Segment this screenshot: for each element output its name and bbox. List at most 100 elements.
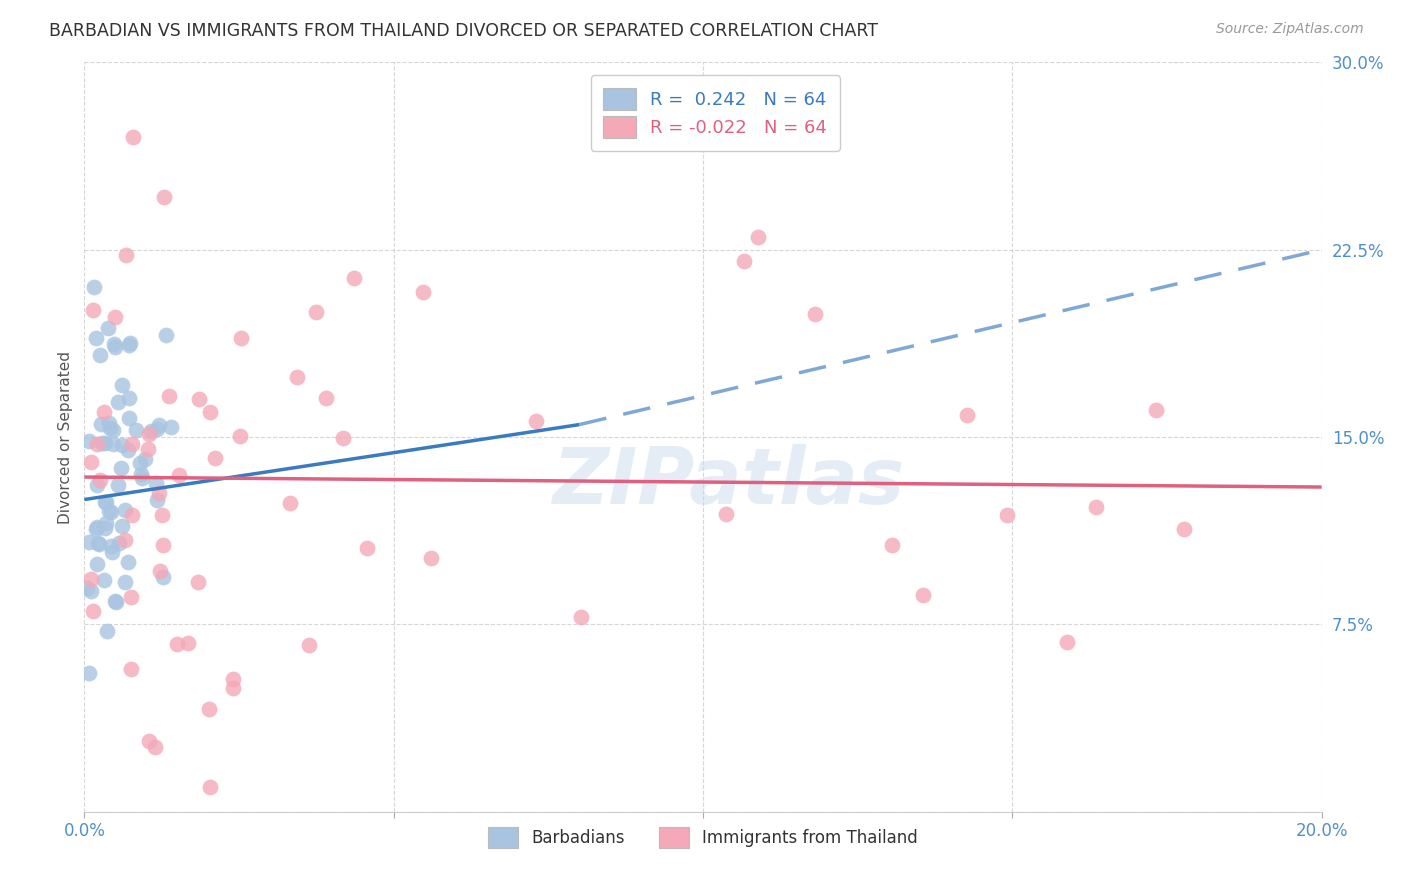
- Point: [125, 423, 148, 437]
- Point: [1085, 500, 1108, 514]
- Point: [76, 581, 98, 595]
- Point: [114, 533, 136, 547]
- Text: Source: ZipAtlas.com: Source: ZipAtlas.com: [1216, 22, 1364, 37]
- Point: [665, 136, 688, 150]
- Point: [145, 475, 167, 490]
- Point: [96, 494, 118, 508]
- Point: [157, 389, 180, 403]
- Point: [222, 681, 245, 695]
- Point: [114, 575, 136, 590]
- Point: [101, 437, 124, 451]
- Point: [104, 310, 127, 325]
- Point: [1144, 402, 1167, 417]
- Point: [804, 307, 827, 321]
- Point: [138, 426, 160, 441]
- Point: [94, 495, 117, 509]
- Point: [79, 572, 101, 586]
- Point: [96, 624, 118, 638]
- Point: [166, 637, 188, 651]
- Point: [167, 467, 190, 482]
- Point: [134, 451, 156, 466]
- Point: [117, 392, 139, 406]
- Point: [285, 369, 308, 384]
- Point: [150, 508, 173, 523]
- Point: [956, 408, 979, 422]
- Point: [90, 417, 112, 431]
- Point: [98, 421, 121, 435]
- Point: [82, 604, 104, 618]
- Point: [155, 328, 177, 343]
- Point: [305, 305, 328, 319]
- Point: [231, 331, 253, 345]
- Point: [187, 574, 209, 589]
- Point: [77, 534, 100, 549]
- Point: [111, 438, 134, 452]
- Point: [146, 492, 169, 507]
- Point: [87, 536, 110, 550]
- Point: [121, 508, 143, 522]
- Point: [138, 734, 160, 748]
- Point: [82, 302, 104, 317]
- Point: [101, 545, 124, 559]
- Point: [93, 573, 115, 587]
- Point: [104, 340, 127, 354]
- Point: [880, 538, 903, 552]
- Point: [115, 248, 138, 262]
- Point: [97, 320, 120, 334]
- Point: [740, 130, 762, 145]
- Point: [103, 337, 125, 351]
- Point: [111, 377, 134, 392]
- Text: BARBADIAN VS IMMIGRANTS FROM THAILAND DIVORCED OR SEPARATED CORRELATION CHART: BARBADIAN VS IMMIGRANTS FROM THAILAND DI…: [49, 22, 879, 40]
- Point: [91, 436, 114, 450]
- Point: [86, 557, 108, 571]
- Point: [315, 391, 337, 405]
- Point: [107, 395, 129, 409]
- Point: [86, 437, 108, 451]
- Point: [229, 429, 252, 443]
- Point: [105, 594, 128, 608]
- Point: [911, 588, 934, 602]
- Point: [204, 451, 226, 466]
- Point: [198, 405, 221, 419]
- Point: [278, 496, 301, 510]
- Point: [114, 503, 136, 517]
- Point: [152, 570, 174, 584]
- Point: [160, 419, 183, 434]
- Point: [569, 610, 592, 624]
- Point: [79, 455, 101, 469]
- Point: [995, 508, 1018, 523]
- Point: [117, 555, 139, 569]
- Point: [129, 467, 152, 482]
- Point: [79, 434, 101, 448]
- Point: [93, 405, 115, 419]
- Point: [298, 638, 321, 652]
- Point: [101, 423, 124, 437]
- Point: [94, 435, 117, 450]
- Point: [733, 253, 755, 268]
- Point: [79, 666, 101, 681]
- Text: ZIPatlas: ZIPatlas: [551, 444, 904, 520]
- Point: [129, 456, 152, 470]
- Point: [84, 522, 107, 536]
- Point: [98, 504, 121, 518]
- Legend: Barbadians, Immigrants from Thailand: Barbadians, Immigrants from Thailand: [479, 819, 927, 855]
- Point: [222, 673, 245, 687]
- Point: [153, 190, 176, 204]
- Point: [100, 504, 122, 518]
- Point: [141, 425, 163, 439]
- Point: [118, 338, 141, 352]
- Point: [1056, 635, 1078, 649]
- Point: [148, 485, 170, 500]
- Point: [148, 418, 170, 433]
- Point: [197, 702, 219, 716]
- Point: [1173, 523, 1195, 537]
- Point: [83, 280, 105, 294]
- Point: [198, 780, 221, 794]
- Point: [143, 740, 166, 755]
- Point: [122, 130, 145, 145]
- Point: [89, 473, 111, 487]
- Point: [97, 416, 120, 430]
- Point: [121, 437, 143, 451]
- Point: [420, 551, 443, 566]
- Point: [177, 636, 200, 650]
